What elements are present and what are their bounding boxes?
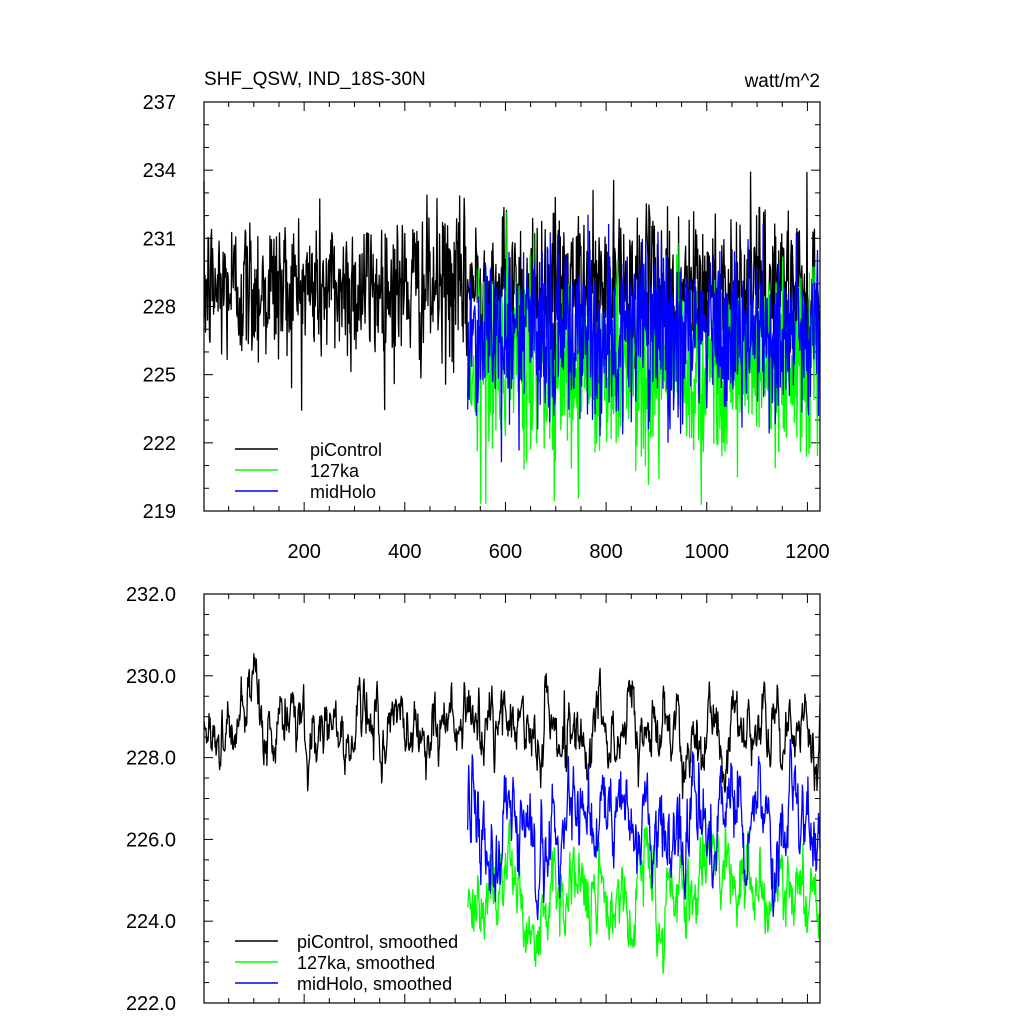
- legend-label: 127ka, smoothed: [297, 953, 435, 973]
- bottom-panel: 222.0 224.0 226.0 228.0 230.0 232.0 piControl…: [126, 584, 821, 1015]
- x-tick-label: 800: [589, 541, 622, 563]
- y-tick-label: 225: [143, 365, 176, 387]
- top-y-tick-labels: 219 222 225 228 231 234 237: [143, 92, 176, 523]
- y-tick-label: 232.0: [126, 584, 176, 606]
- chart-units-label: watt/m^2: [744, 71, 820, 92]
- x-tick-label: 600: [489, 541, 522, 563]
- y-tick-label: 219: [143, 501, 176, 523]
- series-line-midholo: [467, 214, 821, 463]
- y-tick-label: 222.0: [126, 993, 176, 1015]
- x-tick-label: 1000: [685, 541, 730, 563]
- x-tick-label: 1200: [785, 541, 830, 563]
- chart-title-left: SHF_QSW, IND_18S-30N: [204, 69, 426, 90]
- series-line-127ka: [467, 819, 821, 974]
- y-tick-label: 226.0: [126, 829, 176, 851]
- top-panel: SHF_QSW, IND_18S-30N watt/m^2 2192222252…: [143, 69, 830, 563]
- y-tick-label: 222: [143, 433, 176, 455]
- x-tick-label: 200: [287, 541, 320, 563]
- legend-label: midHolo, smoothed: [297, 974, 452, 994]
- legend-label: 127ka: [310, 461, 360, 481]
- y-tick-label: 228.0: [126, 748, 176, 770]
- top-plot-frame: [203, 101, 821, 512]
- y-tick-label: 228: [143, 297, 176, 319]
- y-tick-label: 230.0: [126, 666, 176, 688]
- top-x-tick-labels: 200 400 600 800 1000 1200: [287, 541, 829, 563]
- bottom-plot-frame: [203, 593, 821, 1004]
- y-tick-label: 234: [143, 160, 176, 182]
- legend-label: piControl, smoothed: [297, 932, 458, 952]
- y-tick-label: 224.0: [126, 911, 176, 933]
- series-line-midholo: [467, 738, 821, 921]
- bottom-y-tick-labels: 222.0 224.0 226.0 228.0 230.0 232.0: [126, 584, 176, 1015]
- top-series-group: [203, 171, 821, 505]
- x-tick-label: 400: [388, 541, 421, 563]
- series-line-127ka: [467, 211, 821, 505]
- series-line-picontrol: [203, 653, 821, 800]
- legend-label: piControl: [310, 440, 382, 460]
- y-tick-label: 231: [143, 228, 176, 250]
- bottom-series-group: [203, 653, 821, 974]
- legend-label: midHolo: [310, 482, 376, 502]
- y-tick-label: 237: [143, 92, 176, 114]
